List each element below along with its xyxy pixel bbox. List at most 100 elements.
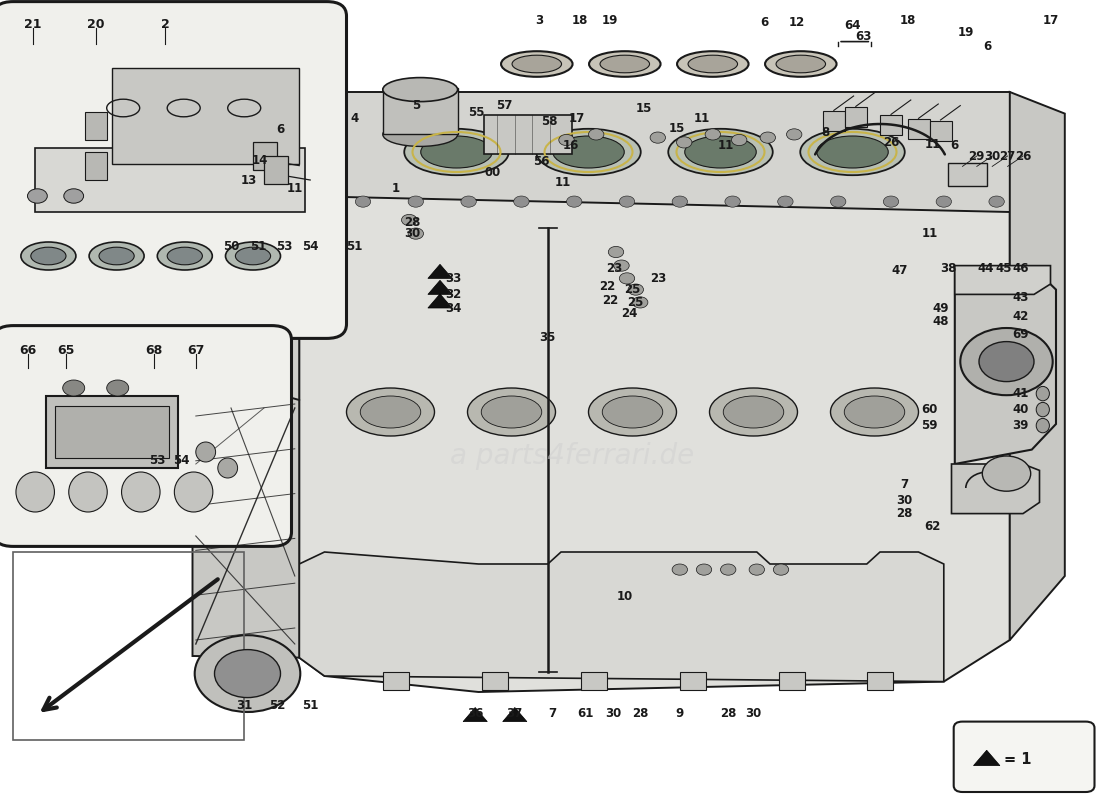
Ellipse shape <box>68 472 108 512</box>
Ellipse shape <box>226 242 280 270</box>
Ellipse shape <box>1036 402 1049 417</box>
Polygon shape <box>428 264 452 278</box>
Circle shape <box>883 196 899 207</box>
Text: 11: 11 <box>925 138 940 150</box>
Ellipse shape <box>844 396 904 428</box>
Bar <box>484 115 572 154</box>
Ellipse shape <box>830 388 918 436</box>
Text: 18: 18 <box>900 14 915 26</box>
Text: 30: 30 <box>746 707 761 720</box>
Ellipse shape <box>710 388 798 436</box>
Ellipse shape <box>405 129 508 175</box>
Polygon shape <box>503 707 527 722</box>
Text: 64: 64 <box>845 19 860 32</box>
Circle shape <box>773 564 789 575</box>
Bar <box>46 396 178 468</box>
Circle shape <box>461 196 476 207</box>
Text: a parts4ferrari.de: a parts4ferrari.de <box>450 442 694 470</box>
Text: 54: 54 <box>301 240 319 253</box>
Ellipse shape <box>684 136 757 168</box>
Text: 62: 62 <box>925 520 940 533</box>
Ellipse shape <box>420 136 493 168</box>
Text: 51: 51 <box>346 240 362 253</box>
FancyBboxPatch shape <box>0 326 292 546</box>
Circle shape <box>28 189 47 203</box>
Ellipse shape <box>590 51 660 77</box>
Text: 27: 27 <box>1000 150 1015 162</box>
Text: 30: 30 <box>405 227 420 240</box>
Ellipse shape <box>383 122 458 146</box>
Circle shape <box>676 137 692 148</box>
Circle shape <box>786 129 802 140</box>
Ellipse shape <box>99 247 134 265</box>
Text: 28: 28 <box>632 707 648 720</box>
Ellipse shape <box>800 129 904 175</box>
Text: 21: 21 <box>24 18 42 30</box>
Circle shape <box>559 134 574 146</box>
Bar <box>383 672 409 690</box>
Polygon shape <box>192 384 299 658</box>
Text: 8: 8 <box>821 126 829 138</box>
Ellipse shape <box>689 55 738 73</box>
Text: 28: 28 <box>405 216 420 229</box>
Ellipse shape <box>122 472 161 512</box>
Polygon shape <box>299 92 1032 212</box>
Polygon shape <box>463 707 487 722</box>
Bar <box>55 406 169 458</box>
Circle shape <box>732 134 747 146</box>
Ellipse shape <box>601 55 649 73</box>
FancyBboxPatch shape <box>0 2 346 338</box>
Ellipse shape <box>724 396 784 428</box>
Text: 66: 66 <box>19 344 36 357</box>
Polygon shape <box>428 280 452 294</box>
Text: 51: 51 <box>251 240 266 253</box>
Text: 32: 32 <box>446 288 461 301</box>
Circle shape <box>725 196 740 207</box>
Polygon shape <box>1010 92 1065 640</box>
Text: 15: 15 <box>636 102 651 114</box>
Circle shape <box>720 564 736 575</box>
Text: 65: 65 <box>57 344 75 357</box>
Text: 7: 7 <box>900 478 909 490</box>
Circle shape <box>632 297 648 308</box>
Ellipse shape <box>776 55 825 73</box>
Circle shape <box>63 380 85 396</box>
Text: 30: 30 <box>606 707 621 720</box>
Bar <box>823 111 845 131</box>
Text: 36: 36 <box>468 707 483 720</box>
Text: 16: 16 <box>563 139 579 152</box>
Text: 18: 18 <box>572 14 587 26</box>
Circle shape <box>696 564 712 575</box>
Ellipse shape <box>196 442 216 462</box>
Text: 57: 57 <box>496 99 512 112</box>
Ellipse shape <box>766 51 836 77</box>
Ellipse shape <box>361 396 420 428</box>
Text: 23: 23 <box>650 272 666 285</box>
Bar <box>85 112 107 140</box>
Text: 58: 58 <box>541 115 557 128</box>
Text: 28: 28 <box>720 707 736 720</box>
Text: 19: 19 <box>958 26 974 38</box>
Text: 51: 51 <box>302 699 318 712</box>
Ellipse shape <box>500 51 572 77</box>
Circle shape <box>107 380 129 396</box>
Text: 63: 63 <box>856 30 871 42</box>
Text: 40: 40 <box>1013 403 1028 416</box>
Bar <box>581 672 607 690</box>
Polygon shape <box>299 196 1010 692</box>
Circle shape <box>619 196 635 207</box>
Ellipse shape <box>89 242 144 270</box>
Bar <box>383 88 458 134</box>
Bar <box>482 672 508 690</box>
Text: 13: 13 <box>241 174 256 186</box>
Text: 3: 3 <box>535 14 543 26</box>
Text: 24: 24 <box>621 307 637 320</box>
Circle shape <box>989 196 1004 207</box>
Circle shape <box>778 196 793 207</box>
Text: 1: 1 <box>392 182 400 194</box>
Text: 4: 4 <box>350 112 359 125</box>
Text: 52: 52 <box>270 699 285 712</box>
Circle shape <box>979 342 1034 382</box>
Circle shape <box>588 129 604 140</box>
Ellipse shape <box>1036 418 1049 433</box>
